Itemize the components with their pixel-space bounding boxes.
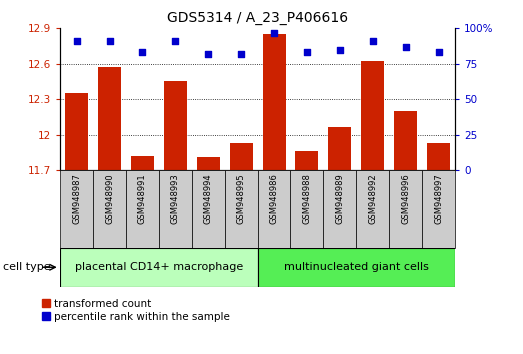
- Bar: [230, 143, 253, 170]
- Legend: transformed count, percentile rank within the sample: transformed count, percentile rank withi…: [42, 299, 230, 322]
- Bar: [422, 170, 455, 248]
- Bar: [98, 67, 121, 170]
- Text: GSM948990: GSM948990: [105, 173, 114, 224]
- Bar: [197, 157, 220, 170]
- Bar: [93, 170, 126, 248]
- Bar: [159, 170, 192, 248]
- Point: [105, 38, 113, 44]
- Text: GSM948988: GSM948988: [302, 173, 311, 224]
- Bar: [389, 170, 422, 248]
- Point: [369, 38, 377, 44]
- Bar: [394, 111, 417, 170]
- Bar: [257, 248, 455, 287]
- Text: GSM948996: GSM948996: [401, 173, 410, 224]
- Bar: [257, 170, 290, 248]
- Bar: [361, 61, 384, 170]
- Text: GSM948992: GSM948992: [368, 173, 377, 224]
- Bar: [323, 170, 356, 248]
- Point: [72, 38, 81, 44]
- Bar: [328, 127, 351, 170]
- Bar: [65, 93, 88, 170]
- Bar: [427, 143, 450, 170]
- Point: [336, 47, 344, 52]
- Bar: [164, 81, 187, 170]
- Point: [171, 38, 179, 44]
- Bar: [225, 170, 257, 248]
- Point: [435, 50, 443, 55]
- Title: GDS5314 / A_23_P406616: GDS5314 / A_23_P406616: [167, 11, 348, 24]
- Bar: [356, 170, 389, 248]
- Bar: [263, 34, 286, 170]
- Bar: [192, 170, 225, 248]
- Text: GSM948993: GSM948993: [171, 173, 180, 224]
- Point: [270, 30, 278, 35]
- Bar: [60, 248, 257, 287]
- Text: placental CD14+ macrophage: placental CD14+ macrophage: [75, 262, 243, 272]
- Point: [237, 51, 245, 57]
- Text: GSM948997: GSM948997: [434, 173, 443, 224]
- Bar: [126, 170, 159, 248]
- Text: GSM948994: GSM948994: [204, 173, 213, 224]
- Text: cell type: cell type: [3, 262, 50, 272]
- Bar: [131, 156, 154, 170]
- Text: GSM948995: GSM948995: [236, 173, 246, 224]
- Text: GSM948986: GSM948986: [269, 173, 279, 224]
- Bar: [290, 170, 323, 248]
- Point: [204, 51, 212, 57]
- Bar: [295, 151, 319, 170]
- Text: multinucleated giant cells: multinucleated giant cells: [284, 262, 429, 272]
- Bar: [60, 170, 93, 248]
- Point: [303, 50, 311, 55]
- Text: GSM948989: GSM948989: [335, 173, 344, 224]
- Text: GSM948987: GSM948987: [72, 173, 81, 224]
- Point: [138, 50, 146, 55]
- Text: GSM948991: GSM948991: [138, 173, 147, 224]
- Point: [402, 44, 410, 50]
